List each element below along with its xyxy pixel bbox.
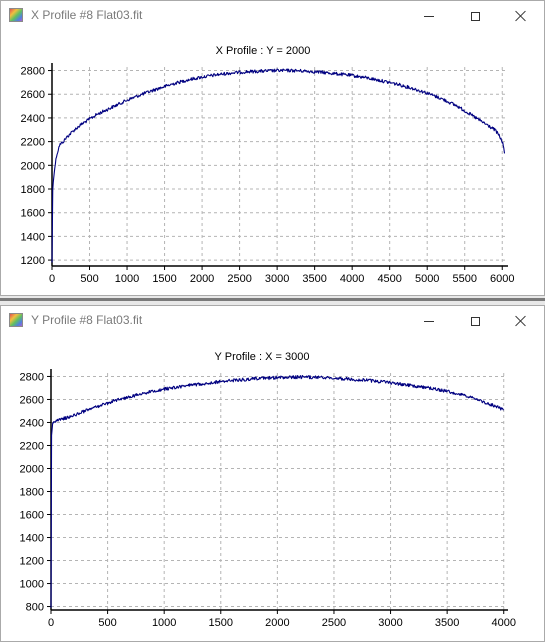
maximize-button[interactable] — [452, 1, 498, 31]
close-button[interactable] — [498, 1, 544, 31]
window-separator — [0, 296, 545, 305]
y-tick-label: 2200 — [21, 137, 45, 149]
close-icon — [515, 10, 527, 22]
y-tick-label: 2000 — [21, 160, 45, 172]
y-tick-label: 1200 — [20, 556, 44, 568]
y-tick-label: 2400 — [20, 417, 44, 429]
x-tick-label: 1500 — [209, 617, 233, 629]
x-tick-label: 500 — [98, 617, 116, 629]
maximize-button[interactable] — [452, 306, 498, 336]
y-tick-label: 1400 — [20, 533, 44, 545]
x-tick-label: 1500 — [152, 273, 176, 285]
window-title: Y Profile #8 Flat03.fit — [31, 313, 143, 327]
x-tick-label: 5500 — [452, 273, 476, 285]
title-bar[interactable]: X Profile #8 Flat03.fit — [1, 1, 544, 31]
y-tick-label: 2600 — [21, 89, 45, 101]
y-tick-label: 2000 — [20, 463, 44, 475]
y-tick-label: 1800 — [21, 184, 45, 196]
minimize-button[interactable] — [406, 306, 452, 336]
x-tick-label: 3000 — [378, 617, 402, 629]
x-tick-label: 6000 — [490, 273, 514, 285]
x-profile-chart: X Profile : Y = 2000 0 500 1000 1500 2000 250… — [21, 45, 515, 285]
x-tick-label: 500 — [80, 273, 98, 285]
y-tick-label: 2600 — [20, 394, 44, 406]
close-button[interactable] — [498, 306, 544, 336]
y-profile-chart: Y Profile : X = 3000 0 500 1000 1500 2000 250… — [20, 351, 516, 629]
y-tick-label: 800 — [26, 602, 44, 614]
x-tick-label: 2500 — [227, 273, 251, 285]
x-tick-label: 4500 — [377, 273, 401, 285]
profile-line — [50, 374, 504, 608]
x-tick-label: 1000 — [152, 617, 176, 629]
app-icon — [9, 8, 23, 22]
y-tick-label: 1400 — [21, 231, 45, 243]
chart-title: X Profile : Y = 2000 — [216, 45, 311, 57]
y-tick-label: 1600 — [20, 510, 44, 522]
x-tick-label: 3500 — [435, 617, 459, 629]
x-tick-label: 3000 — [265, 273, 289, 285]
grid — [51, 373, 506, 610]
y-tick-label: 2800 — [21, 66, 45, 78]
title-bar[interactable]: Y Profile #8 Flat03.fit — [1, 306, 544, 336]
chart-area: Y Profile : X = 3000 0 500 1000 1500 2000 250… — [1, 336, 544, 641]
x-tick-label: 4000 — [340, 273, 364, 285]
maximize-icon — [470, 316, 480, 326]
chart-area: X Profile : Y = 2000 0 500 1000 1500 2000 250… — [1, 31, 544, 295]
x-tick-label: 5000 — [415, 273, 439, 285]
x-profile-window: X Profile #8 Flat03.fit X Profile : Y = … — [0, 0, 545, 296]
app-icon — [9, 313, 23, 327]
y-tick-label: 1600 — [21, 208, 45, 220]
y-profile-window: Y Profile #8 Flat03.fit Y Profile : X = … — [0, 305, 545, 642]
x-tick-label: 2000 — [190, 273, 214, 285]
x-tick-label: 3500 — [302, 273, 326, 285]
window-title: X Profile #8 Flat03.fit — [31, 8, 143, 22]
minimize-icon — [424, 15, 434, 17]
y-tick-label: 1000 — [20, 579, 44, 591]
close-icon — [515, 315, 527, 327]
y-tick-label: 2800 — [20, 371, 44, 383]
x-tick-label: 2500 — [322, 617, 346, 629]
minimize-icon — [424, 320, 434, 322]
minimize-button[interactable] — [406, 1, 452, 31]
chart-title: Y Profile : X = 3000 — [215, 351, 310, 363]
y-tick-label: 2200 — [20, 440, 44, 452]
x-tick-label: 0 — [49, 273, 55, 285]
x-tick-label: 4000 — [491, 617, 515, 629]
y-tick-label: 1200 — [21, 255, 45, 267]
x-tick-label: 0 — [48, 617, 54, 629]
x-tick-label: 2000 — [265, 617, 289, 629]
profile-line — [51, 68, 506, 263]
x-tick-label: 1000 — [115, 273, 139, 285]
maximize-icon — [470, 11, 480, 21]
y-tick-label: 2400 — [21, 113, 45, 125]
y-tick-label: 1800 — [20, 487, 44, 499]
